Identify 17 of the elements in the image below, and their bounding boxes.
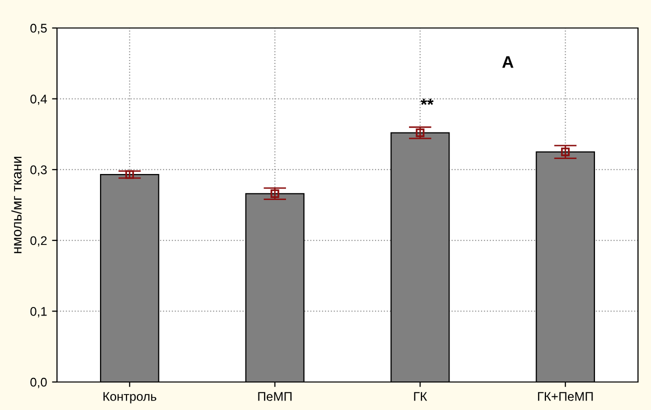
y-tick-label: 0,4 [30,94,47,105]
point [416,128,424,138]
y-tick-label: 0,2 [30,236,47,247]
y-tick-label: 0,0 [30,378,47,388]
x-tick-label: Контроль [104,392,156,404]
point [125,170,134,179]
x-tick-label: ГК+ПеМП [538,392,593,401]
y-axis-title: нмоль/мг ткани [11,156,22,254]
point [561,148,570,156]
annotation: A [502,56,514,68]
y-tick-label: 0,1 [30,307,47,318]
annotation: ** [420,98,434,105]
y-tick-label: 0,3 [30,165,47,176]
point [270,189,280,198]
x-tick-label: ПеМП [258,392,292,401]
y-tick-label: 0,5 [30,24,47,34]
x-tick-label: ГК [414,392,428,401]
